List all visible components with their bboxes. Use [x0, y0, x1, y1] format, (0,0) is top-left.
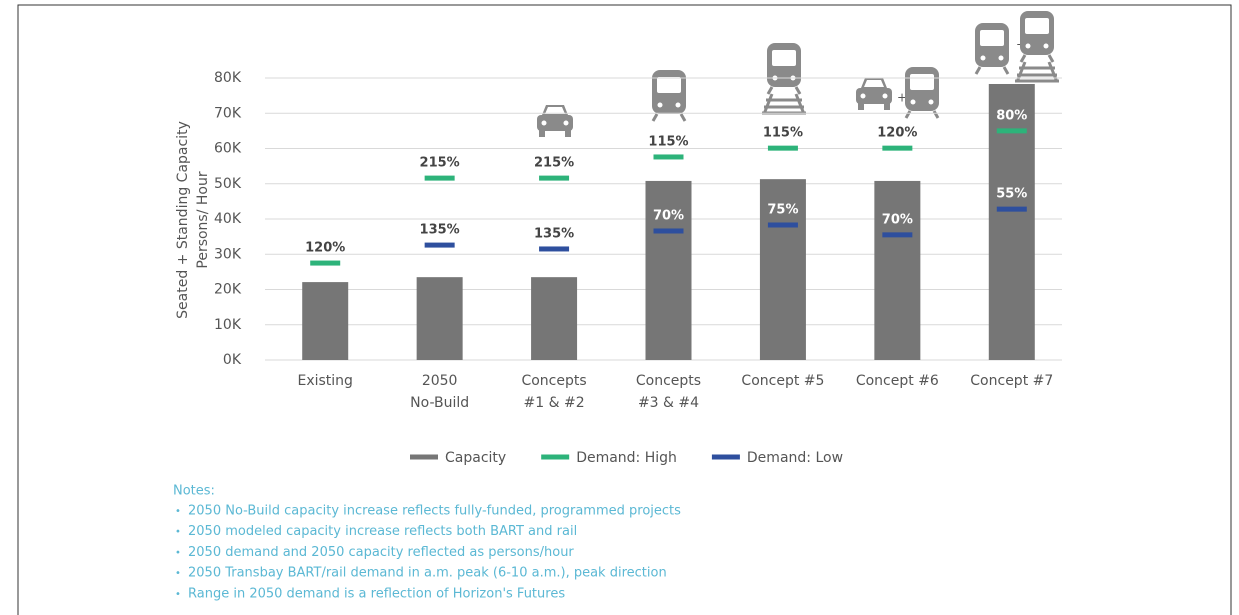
bar — [759, 179, 806, 360]
x-tick-label: #1 & #2 — [524, 395, 585, 411]
y-tick-label: 10K — [214, 317, 242, 333]
percent-label: 215% — [534, 156, 574, 171]
y-tick-label: 70K — [214, 105, 242, 121]
y-tick-label: 20K — [214, 282, 242, 298]
percent-label: 55% — [996, 187, 1027, 202]
note-bullet: • — [175, 506, 181, 517]
demand-marker — [653, 154, 684, 160]
demand-marker — [310, 260, 341, 266]
demand-marker — [767, 145, 798, 151]
note-item: 2050 No-Build capacity increase reflects… — [188, 504, 681, 519]
y-tick-label: 60K — [214, 141, 242, 157]
percent-label: 135% — [534, 226, 574, 241]
percent-label: 80% — [996, 108, 1027, 123]
demand-marker — [882, 145, 913, 151]
percent-label: 120% — [877, 126, 917, 141]
bar — [988, 83, 1035, 361]
legend-label: Demand: Low — [747, 450, 843, 466]
demand-marker — [424, 175, 455, 181]
percent-label: 70% — [882, 212, 913, 227]
demand-marker — [653, 228, 684, 234]
demand-marker — [996, 206, 1027, 212]
x-tick-label: #3 & #4 — [638, 395, 699, 411]
x-tick-label: Existing — [297, 373, 352, 389]
demand-marker — [424, 242, 455, 248]
percent-label: 115% — [763, 126, 803, 141]
percent-label: 135% — [420, 223, 460, 238]
icons: + + — [537, 9, 1061, 137]
bar — [302, 282, 349, 360]
x-tick-label: Concepts — [521, 373, 586, 389]
y-tick-label: 40K — [214, 211, 242, 227]
x-tick-label: Concept #6 — [856, 373, 939, 389]
x-tick-label: 2050 — [422, 373, 458, 389]
note-bullet: • — [175, 527, 181, 538]
note-item: Range in 2050 demand is a reflection of … — [188, 586, 565, 601]
percent-label: 75% — [767, 202, 798, 217]
legend-label: Capacity — [445, 450, 506, 466]
demand-marker — [882, 232, 913, 238]
bar — [416, 277, 463, 360]
bar — [645, 180, 692, 360]
note-bullet: • — [175, 547, 181, 558]
demand-marker — [996, 128, 1027, 134]
note-bullet: • — [175, 568, 181, 579]
legend-label: Demand: High — [576, 450, 677, 466]
bar — [874, 180, 921, 360]
y-axis-label: Persons/ Hour — [195, 171, 211, 268]
demand-marker — [539, 246, 570, 252]
percent-label: 70% — [653, 208, 684, 223]
x-tick-label: No-Build — [410, 395, 469, 411]
y-tick-label: 50K — [214, 176, 242, 192]
x-tick-label: Concepts — [636, 373, 701, 389]
demand-marker — [539, 175, 570, 181]
demand-marker — [767, 222, 798, 228]
frame — [17, 4, 1232, 615]
note-item: 2050 demand and 2050 capacity reflected … — [188, 545, 574, 560]
notes-title: Notes: — [173, 484, 215, 499]
x-tick-label: Concept #7 — [970, 373, 1053, 389]
note-bullet: • — [175, 589, 181, 600]
bar — [531, 277, 578, 360]
percent-label: 120% — [305, 241, 345, 256]
x-tick-label: Concept #5 — [741, 373, 824, 389]
y-tick-label: 30K — [214, 246, 242, 262]
percent-label: 215% — [420, 156, 460, 171]
svg-text:+: + — [897, 91, 907, 105]
note-item: 2050 Transbay BART/rail demand in a.m. p… — [188, 566, 667, 581]
note-item: 2050 modeled capacity increase reflects … — [188, 524, 577, 539]
percent-label: 115% — [648, 134, 688, 149]
y-tick-label: 0K — [223, 352, 242, 368]
y-tick-label: 80K — [214, 70, 242, 86]
y-axis-label: Seated + Standing Capacity — [175, 121, 191, 319]
